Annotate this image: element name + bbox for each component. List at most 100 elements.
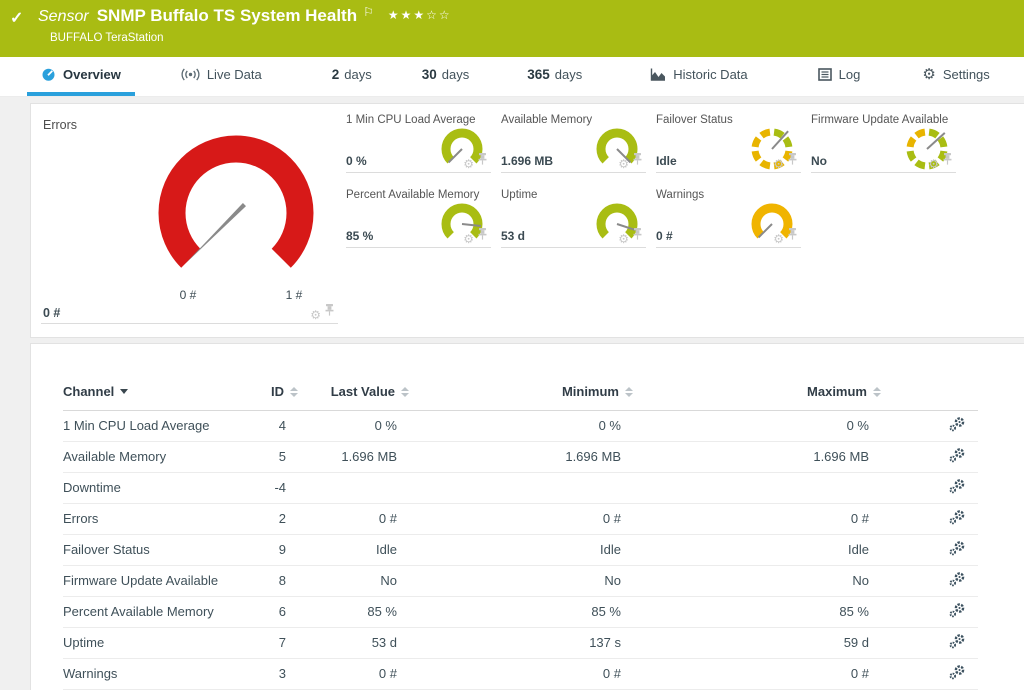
pin-icon[interactable] [478, 227, 487, 245]
gauges-panel: Errors 0 # 1 # 0 # ⚙ 1 Min CPU Load Aver… [30, 103, 1024, 338]
tab-settings[interactable]: ⚙ Settings [922, 66, 990, 83]
cell-minimum: 0 # [409, 658, 633, 690]
cell-id: 5 [236, 441, 298, 473]
cell-maximum: No [633, 565, 881, 597]
cell-id: 9 [236, 534, 298, 566]
channel-settings-gears-icon[interactable] [949, 540, 966, 556]
gear-icon[interactable]: ⚙ [773, 232, 784, 246]
cell-last-value: 1.696 MB [298, 441, 409, 473]
cell-minimum: 137 s [409, 627, 633, 659]
channel-settings-gears-icon[interactable] [949, 416, 966, 432]
mini-gauge-panel-1-min-cpu-load-average: 1 Min CPU Load Average 0 % ⚙ [346, 112, 491, 173]
cell-channel: Firmware Update Available [63, 565, 236, 597]
tab-historic-data[interactable]: Historic Data [636, 57, 761, 96]
cell-minimum [409, 472, 633, 504]
tab-bar: Overview Live Data 2 days 30 days 365 days Histo… [0, 57, 1024, 97]
tab-days[interactable]: 365 days [527, 67, 583, 82]
table-row-failover-status: Failover Status 9 Idle Idle Idle [63, 534, 978, 566]
channel-settings-gears-icon[interactable] [949, 633, 966, 649]
channel-settings-gears-icon[interactable] [949, 664, 966, 680]
cell-last-value: 85 % [298, 596, 409, 628]
gear-icon[interactable]: ⚙ [773, 157, 784, 171]
tab-log[interactable]: Log [804, 57, 875, 96]
column-header-actions [881, 374, 978, 411]
cell-maximum: 1.696 MB [633, 441, 881, 473]
status-check-icon: ✓ [10, 10, 24, 27]
mini-gauge-panel-percent-available-memory: Percent Available Memory 85 % ⚙ [346, 187, 491, 248]
mini-gauge-panel-available-memory: Available Memory 1.696 MB ⚙ [501, 112, 646, 173]
gauge-label: Uptime [501, 189, 538, 201]
cell-minimum: 0 % [409, 410, 633, 442]
channel-settings-gears-icon[interactable] [949, 447, 966, 463]
gear-icon[interactable]: ⚙ [463, 157, 474, 171]
pin-icon[interactable] [325, 303, 334, 321]
cell-last-value: Idle [298, 534, 409, 566]
gear-icon[interactable]: ⚙ [618, 157, 629, 171]
cell-id: -4 [236, 472, 298, 504]
tab-days[interactable]: 2 days [331, 67, 372, 82]
cell-minimum: No [409, 565, 633, 597]
table-row-uptime: Uptime 7 53 d 137 s 59 d [63, 627, 978, 659]
tab-overview[interactable]: Overview [27, 57, 135, 96]
errors-gauge [146, 131, 326, 301]
gear-icon[interactable]: ⚙ [310, 308, 321, 322]
gear-icon[interactable]: ⚙ [463, 232, 474, 246]
column-header-channel[interactable]: Channel [63, 374, 236, 411]
cell-id: 6 [236, 596, 298, 628]
gauge-label: Failover Status [656, 114, 733, 126]
column-header-maximum[interactable]: Maximum [633, 374, 881, 411]
channel-settings-gears-icon[interactable] [949, 571, 966, 587]
cell-channel: Warnings [63, 658, 236, 690]
content-area: Errors 0 # 1 # 0 # ⚙ 1 Min CPU Load Aver… [0, 97, 1024, 690]
gauge-label: Firmware Update Available [811, 114, 949, 126]
cell-channel: Available Memory [63, 441, 236, 473]
gauge-value: 85 % [346, 229, 374, 243]
cell-minimum: 0 # [409, 503, 633, 535]
gear-icon[interactable]: ⚙ [928, 157, 939, 171]
sort-icon [290, 386, 298, 397]
pin-icon[interactable] [633, 227, 642, 245]
column-header-last-value[interactable]: Last Value [298, 374, 409, 411]
cell-channel: Failover Status [63, 534, 236, 566]
gear-icon[interactable]: ⚙ [618, 232, 629, 246]
pin-icon[interactable] [788, 227, 797, 245]
gauge-value: 53 d [501, 229, 526, 243]
gauge [594, 126, 640, 177]
tab-live-data[interactable]: Live Data [167, 57, 276, 96]
column-header-id[interactable]: ID [236, 374, 298, 411]
pin-icon[interactable] [943, 152, 952, 170]
cell-maximum: 0 # [633, 658, 881, 690]
column-header-minimum[interactable]: Minimum [409, 374, 633, 411]
sort-desc-icon [120, 389, 129, 395]
gauge-scale-max: 1 # [285, 288, 303, 302]
pin-icon[interactable] [478, 152, 487, 170]
cell-last-value: No [298, 565, 409, 597]
cell-channel: Uptime [63, 627, 236, 659]
flag-icon[interactable]: ⚐ [363, 5, 374, 19]
tab-days[interactable]: 30 days [421, 67, 470, 82]
mini-gauge-grid: 1 Min CPU Load Average 0 % ⚙ Available M… [346, 112, 956, 248]
gauge [594, 201, 640, 252]
channel-settings-gears-icon[interactable] [949, 509, 966, 525]
gauge-panel-errors: Errors 0 # 1 # 0 # ⚙ [41, 112, 338, 324]
gauge-icon [41, 67, 56, 82]
cell-id: 8 [236, 565, 298, 597]
channel-settings-gears-icon[interactable] [949, 602, 966, 618]
cell-last-value: 0 # [298, 658, 409, 690]
pin-icon[interactable] [633, 152, 642, 170]
gauge-value: No [811, 154, 827, 168]
gauge-label: Percent Available Memory [346, 189, 480, 201]
channel-settings-gears-icon[interactable] [949, 478, 966, 494]
pin-icon[interactable] [788, 152, 797, 170]
cell-channel: Errors [63, 503, 236, 535]
priority-stars[interactable]: ★★★☆☆ [387, 8, 452, 22]
table-row-available-memory: Available Memory 5 1.696 MB 1.696 MB 1.696 M… [63, 441, 978, 473]
cell-maximum: 59 d [633, 627, 881, 659]
gauge [904, 126, 950, 177]
cell-channel: 1 Min CPU Load Average [63, 410, 236, 442]
cell-minimum: Idle [409, 534, 633, 566]
mini-gauge-panel-firmware-update-available: Firmware Update Available No ⚙ [811, 112, 956, 173]
historic-icon [650, 68, 666, 81]
gauge-label: Errors [43, 118, 78, 132]
